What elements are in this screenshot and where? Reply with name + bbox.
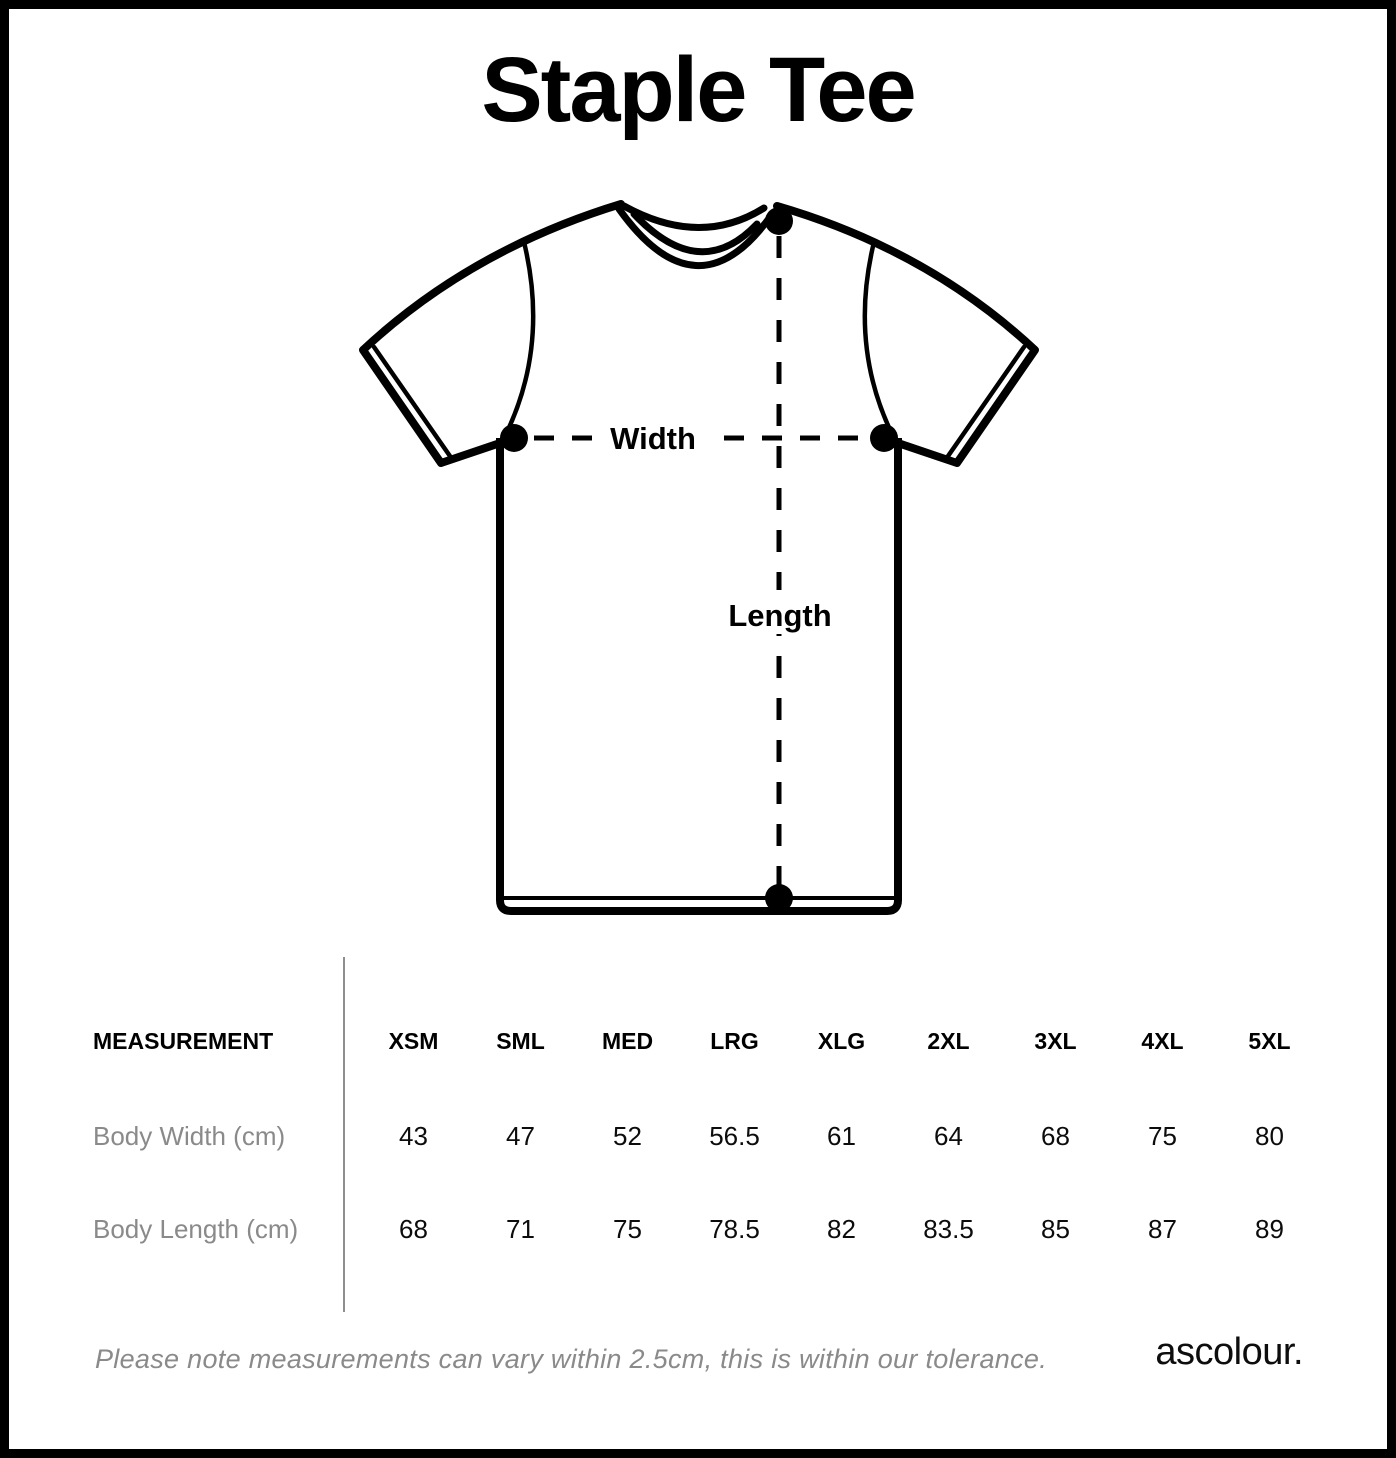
body-width-xlg: 61 [827,1121,856,1151]
body-width-4xl: 75 [1148,1121,1177,1151]
tshirt-right-cuff-line [943,344,1027,462]
measure-dot-shoulder [765,207,793,235]
body-width-med: 52 [613,1121,642,1151]
width-label-backdrop [594,416,712,458]
tshirt-body-outline [496,438,902,915]
body-width-5xl: 80 [1255,1121,1284,1151]
table-header-row: MEASUREMENT XSM SML MED LRG XLG 2XL 3XL … [93,1028,1323,1055]
body-width-3xl: 68 [1041,1121,1070,1151]
page-title: Staple Tee [481,39,916,141]
body-length-xsm: 68 [399,1214,428,1244]
length-label: Length [728,598,831,633]
body-length-med: 75 [613,1214,642,1244]
body-width-sml: 47 [506,1121,535,1151]
width-label: Width [610,421,696,456]
tshirt-left-armhole-seam [503,239,536,437]
tshirt-left-cuff-line [371,344,455,462]
tolerance-note: Please note measurements can vary within… [95,1344,1048,1374]
tshirt-collar-inner-line [630,210,761,256]
table-header-3xl: 3XL [1034,1028,1077,1054]
table-header-xlg: XLG [817,1028,866,1054]
table-header-med: MED [601,1028,654,1054]
body-length-sml: 71 [506,1214,535,1244]
body-length-2xl: 83.5 [923,1214,974,1244]
table-header-sml: SML [496,1028,545,1054]
body-length-4xl: 87 [1148,1214,1177,1244]
tshirt-diagram: Width Length [359,200,1039,915]
table-header-4xl: 4XL [1141,1028,1184,1054]
tshirt-right-armhole-seam [862,239,895,437]
measure-dot-right-underarm [870,424,898,452]
table-header-measurement: MEASUREMENT [93,1028,274,1054]
body-length-lrg: 78.5 [709,1214,760,1244]
measure-dot-left-underarm [500,424,528,452]
tshirt-collar-outer-line [615,205,774,270]
table-row-body-length: Body Length (cm) 68 71 75 78.5 82 83.5 8… [93,1214,1323,1245]
body-length-xlg: 82 [827,1214,856,1244]
row-label-body-width: Body Width (cm) [93,1121,286,1151]
tshirt-left-sleeve [359,200,625,467]
body-length-3xl: 85 [1041,1214,1070,1244]
tshirt-collar-back-line [620,202,768,231]
body-width-2xl: 64 [934,1121,963,1151]
table-header-2xl: 2XL [927,1028,970,1054]
table-header-xsm: XSM [388,1028,439,1054]
body-width-xsm: 43 [399,1121,428,1151]
table-header-5xl: 5XL [1248,1028,1291,1054]
measure-dot-hem [765,884,793,912]
tshirt-right-sleeve [773,202,1039,467]
row-label-body-length: Body Length (cm) [93,1214,299,1244]
table-column-divider [343,957,345,1312]
table-row-body-width: Body Width (cm) 43 47 52 56.5 61 64 68 7… [93,1121,1323,1152]
table-header-lrg: LRG [710,1028,759,1054]
body-length-5xl: 89 [1255,1214,1284,1244]
body-width-lrg: 56.5 [709,1121,760,1151]
length-label-backdrop [720,590,838,634]
brand-logo: ascolour. [1155,1331,1303,1373]
